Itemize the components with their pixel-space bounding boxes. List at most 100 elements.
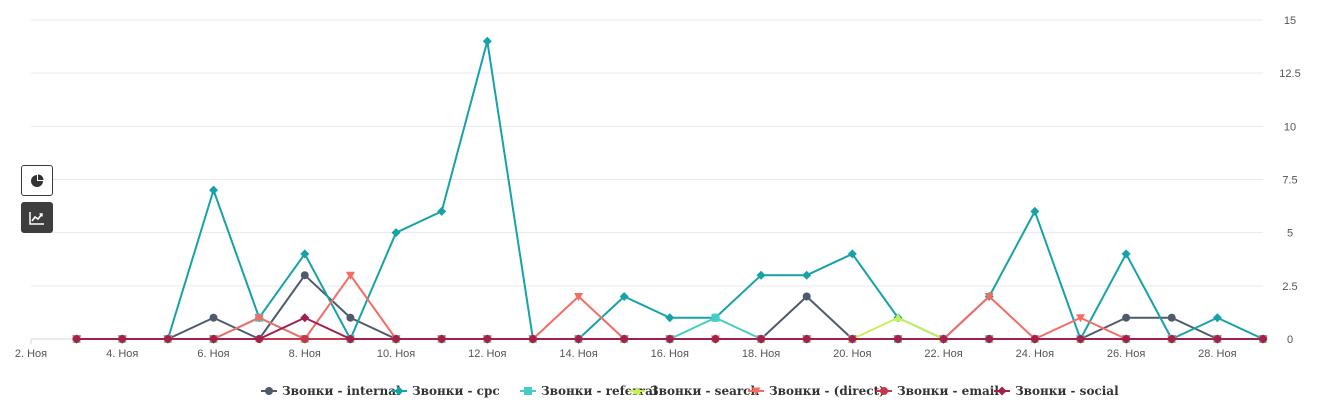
data-point bbox=[939, 334, 949, 344]
pie-chart-button[interactable] bbox=[21, 165, 53, 196]
x-tick-label: 10. Ноя bbox=[377, 348, 415, 360]
series-group bbox=[72, 36, 1268, 344]
data-point bbox=[1212, 334, 1222, 344]
data-point bbox=[710, 334, 720, 344]
data-point bbox=[1167, 313, 1176, 322]
y-tick-label: 7.5 bbox=[1282, 175, 1297, 187]
legend-item[interactable]: Звонки - social bbox=[994, 384, 1119, 398]
data-point bbox=[300, 249, 310, 259]
data-point bbox=[209, 313, 218, 322]
series-6 bbox=[72, 313, 1268, 344]
data-point bbox=[482, 334, 492, 344]
data-point bbox=[1030, 206, 1040, 216]
grid-lines bbox=[31, 19, 1263, 287]
data-point bbox=[619, 334, 629, 344]
legend-marker bbox=[632, 386, 642, 395]
line-chart-button[interactable] bbox=[21, 202, 53, 233]
data-point bbox=[437, 334, 447, 344]
x-tick-label: 8. Ноя bbox=[289, 348, 321, 360]
data-point bbox=[1030, 334, 1040, 344]
legend-marker bbox=[997, 386, 1007, 396]
y-tick-label: 0 bbox=[1287, 334, 1293, 346]
data-point bbox=[847, 334, 857, 344]
x-axis: 2. Ноя 4. Ноя 6. Ноя 8. Ноя 10. Ноя 12. Ноя 14… bbox=[15, 338, 1263, 360]
legend-marker bbox=[880, 387, 888, 395]
series-4 bbox=[72, 271, 1268, 344]
x-tick-label: 16. Ноя bbox=[651, 348, 689, 360]
data-point bbox=[1075, 314, 1085, 323]
data-point bbox=[619, 291, 629, 301]
data-point bbox=[300, 335, 309, 343]
line-chart-icon bbox=[29, 211, 44, 225]
x-tick-label: 20. Ноя bbox=[833, 348, 871, 360]
data-point bbox=[528, 334, 538, 344]
data-point bbox=[209, 334, 219, 344]
legend-marker bbox=[394, 386, 404, 396]
data-point bbox=[300, 313, 310, 323]
data-point bbox=[665, 313, 675, 323]
x-tick-label: 28. Ноя bbox=[1198, 348, 1236, 360]
y-tick-label: 15 bbox=[1284, 15, 1296, 27]
x-tick-label: 6. Ноя bbox=[197, 348, 229, 360]
y-tick-label: 12.5 bbox=[1279, 68, 1300, 80]
legend-item[interactable]: Звонки - internal bbox=[261, 384, 401, 398]
data-point bbox=[437, 206, 447, 216]
data-point bbox=[346, 313, 355, 322]
x-tick-label: 14. Ноя bbox=[559, 348, 597, 360]
legend-label: Звонки - internal bbox=[282, 384, 401, 398]
data-point bbox=[254, 314, 264, 323]
data-point bbox=[1122, 313, 1131, 322]
data-point bbox=[1212, 313, 1222, 323]
legend-item[interactable]: Звонки - email bbox=[876, 384, 999, 398]
data-point bbox=[209, 185, 219, 195]
x-tick-label: 12. Ноя bbox=[468, 348, 506, 360]
x-tick-label: 24. Ноя bbox=[1016, 348, 1054, 360]
x-tick-label: 26. Ноя bbox=[1107, 348, 1145, 360]
data-point bbox=[847, 249, 857, 259]
legend-label: Звонки - email bbox=[897, 384, 999, 398]
data-point bbox=[391, 228, 401, 238]
data-point bbox=[665, 334, 675, 344]
legend-label: Звонки - search bbox=[650, 384, 759, 398]
legend-marker bbox=[265, 387, 273, 395]
legend-label: Звонки - referral bbox=[541, 384, 658, 398]
legend-label: Звонки - social bbox=[1015, 384, 1119, 398]
x-tick-label: 4. Ноя bbox=[106, 348, 138, 360]
data-point bbox=[117, 334, 127, 344]
data-point bbox=[711, 313, 720, 322]
data-point bbox=[756, 334, 766, 344]
data-point bbox=[756, 270, 766, 280]
data-point bbox=[1167, 334, 1177, 344]
data-point bbox=[345, 334, 355, 344]
data-point bbox=[893, 313, 903, 322]
data-point bbox=[984, 292, 994, 301]
legend-marker bbox=[524, 387, 532, 395]
data-point bbox=[1075, 334, 1085, 344]
legend-item[interactable]: Звонки - cpc bbox=[391, 384, 500, 398]
data-point bbox=[984, 334, 994, 344]
x-tick-label: 2. Ноя bbox=[15, 348, 47, 360]
legend-item[interactable]: Звонки - referral bbox=[520, 384, 658, 398]
legend-label: Звонки - cpc bbox=[412, 384, 500, 398]
data-point bbox=[802, 270, 812, 280]
legend-item[interactable]: Звонки - (direct) bbox=[748, 384, 885, 398]
series-0 bbox=[72, 271, 1267, 343]
data-point bbox=[254, 334, 264, 344]
x-tick-label: 18. Ноя bbox=[742, 348, 780, 360]
data-point bbox=[802, 292, 811, 301]
legend: Звонки - internal Звонки - cpc Звонки - re… bbox=[261, 384, 1119, 398]
data-point bbox=[391, 334, 401, 344]
y-tick-label: 10 bbox=[1284, 121, 1296, 133]
data-point bbox=[1121, 249, 1131, 259]
data-point bbox=[893, 334, 903, 344]
data-point bbox=[72, 334, 82, 344]
y-tick-label: 2.5 bbox=[1282, 281, 1297, 293]
data-point bbox=[802, 334, 812, 344]
legend-label: Звонки - (direct) bbox=[769, 384, 885, 398]
data-point bbox=[482, 36, 492, 46]
y-tick-label: 5 bbox=[1287, 228, 1293, 240]
x-tick-label: 22. Ноя bbox=[924, 348, 962, 360]
legend-item[interactable]: Звонки - search bbox=[629, 384, 759, 398]
legend-marker bbox=[751, 387, 761, 396]
